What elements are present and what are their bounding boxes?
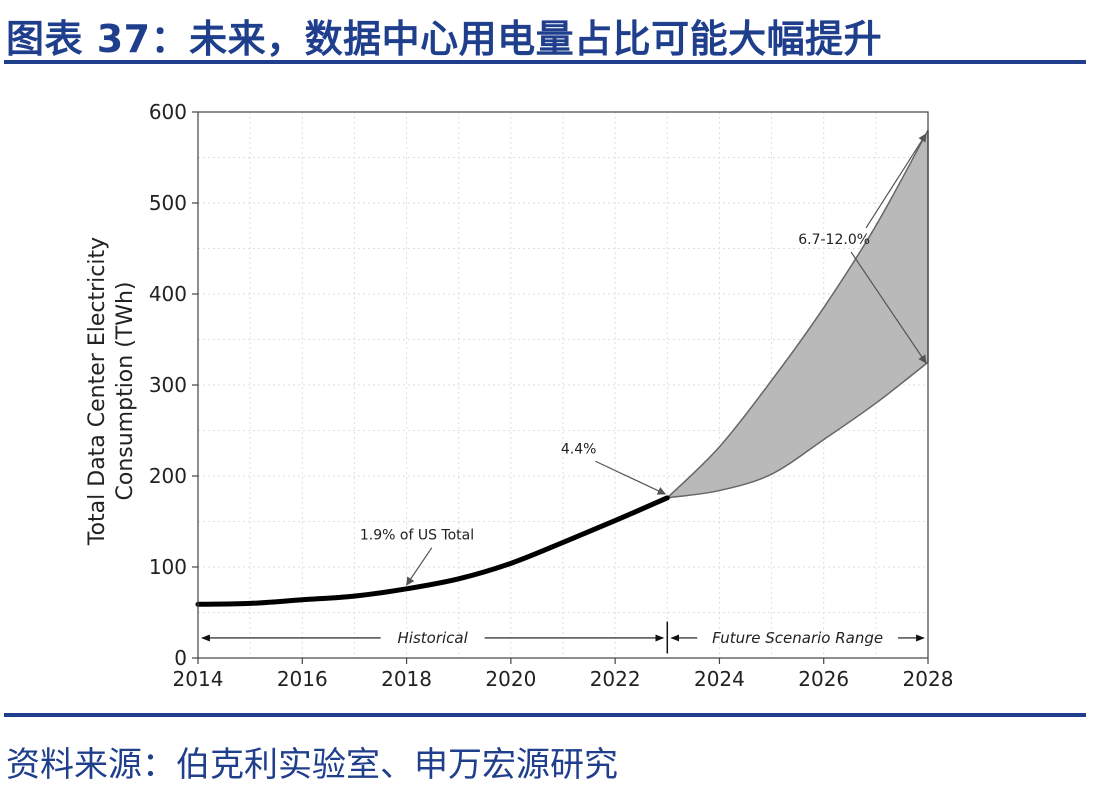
annotation-arrow — [850, 251, 927, 364]
annotation-label: 4.4% — [561, 441, 597, 457]
x-tick-label: 2022 — [590, 667, 641, 691]
range-markers-layer: Historical Future Scenario Range — [201, 621, 925, 654]
annotation-label: 1.9% of US Total — [360, 528, 474, 544]
figure-source: 资料来源：伯克利实验室、申万宏源研究 — [6, 745, 618, 785]
x-tick-label: 2018 — [381, 667, 432, 691]
range-label: Historical — [398, 629, 469, 647]
annotation-arrow — [406, 547, 433, 586]
annotation-arrow — [595, 460, 667, 495]
historical-consumption-line — [195, 495, 670, 607]
annotations-layer: 1.9% of US Total 4.4% 6.7-12.0% — [360, 133, 927, 586]
annotation-arrow — [865, 133, 927, 229]
y-tick-label: 500 — [149, 191, 187, 215]
x-tick-label: 2020 — [485, 667, 536, 691]
x-tick-label: 2028 — [903, 667, 954, 691]
title-divider-line — [4, 60, 1086, 64]
y-tick-label: 100 — [149, 555, 187, 579]
x-tick-label: 2014 — [173, 667, 224, 691]
x-tick-label: 2024 — [694, 667, 745, 691]
y-tick-label: 0 — [174, 646, 187, 670]
scenario-range-area — [667, 130, 928, 498]
x-tick-label: 2016 — [277, 667, 328, 691]
source-divider-line — [4, 713, 1086, 717]
y-axis-label: Total Data Center Electricity — [85, 237, 110, 546]
y-tick-label: 200 — [149, 464, 187, 488]
axes: 2014 2016 2018 2020 2022 2024 2026 2028 0 100 200 3… — [85, 100, 953, 691]
scenario-low-line — [667, 361, 929, 499]
figure-title: 图表 37：未来，数据中心用电量占比可能大幅提升 — [6, 17, 883, 61]
scenario-area-layer — [667, 130, 928, 498]
x-tick-label: 2026 — [798, 667, 849, 691]
range-label: Future Scenario Range — [712, 629, 883, 647]
scenario-high-line — [666, 129, 929, 499]
grid-lines — [198, 112, 928, 658]
y-axis-label: Consumption (TWh) — [113, 281, 138, 500]
y-tick-label: 600 — [149, 100, 187, 124]
annotation-label: 6.7-12.0% — [798, 232, 870, 248]
y-tick-label: 400 — [149, 282, 187, 306]
y-tick-label: 300 — [149, 373, 187, 397]
